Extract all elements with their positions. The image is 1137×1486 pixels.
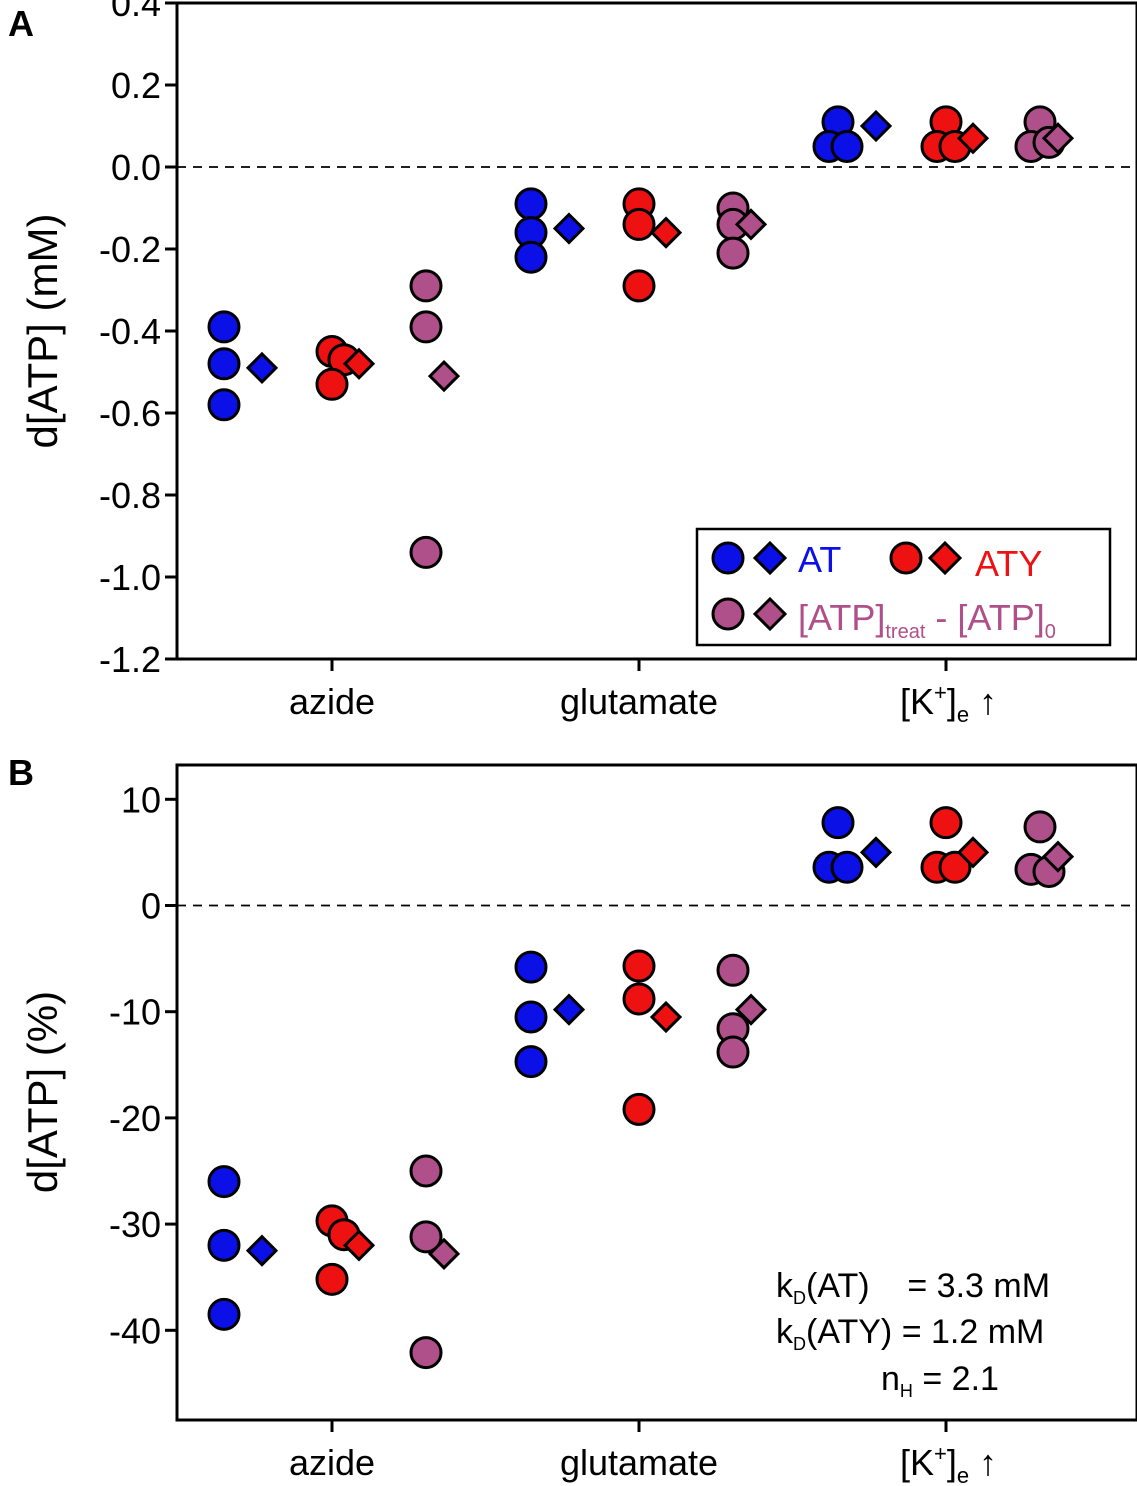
panel-b-mean-aty [956, 836, 990, 869]
panel-b-mean-diff [427, 1237, 461, 1270]
panel-a-point-diff [409, 535, 443, 569]
legend-diff-label: [ATP]treat - [ATP]0 [798, 597, 1056, 643]
panel-b-ytick-label: -30 [109, 1204, 161, 1245]
panel-b-ytick-label: -40 [109, 1310, 161, 1351]
panel-b-ytick-label: 10 [121, 779, 161, 820]
panel-a-mean-diff [427, 359, 461, 393]
legend-at-label: AT [798, 539, 841, 580]
panel-a-cat-azide: azide [289, 681, 375, 722]
panel-b-point-diff [1023, 810, 1057, 844]
panel-a-ytick-label: 0.0 [111, 147, 161, 188]
panel-b-ylabel: d[ATP] (%) [19, 991, 66, 1193]
panel-a-ytick-label: 0.4 [111, 0, 161, 24]
panel-a-ytick-label: -0.8 [99, 475, 161, 516]
panel-letter-a: A [8, 3, 34, 44]
panel-b-frame [175, 763, 1137, 1422]
panel-b-point-diff [409, 1336, 443, 1370]
panel-a-ytick-label: -0.6 [99, 393, 161, 434]
panel-a-point-at [207, 347, 241, 381]
panel-a-point-diff [716, 236, 750, 270]
legend-aty-diamond [927, 540, 963, 576]
panel-a-cat-glutamate: glutamate [560, 681, 718, 722]
panel-a-mean-diff [1041, 122, 1075, 155]
panel-a-mean-at [859, 109, 893, 143]
panel-a-point-at [207, 388, 241, 422]
panel-a-ytick-label: -0.2 [99, 229, 161, 270]
panel-b-mean-diff [1041, 840, 1075, 873]
panel-b-ytick-label: 0 [141, 886, 161, 927]
panel-b-cat-azide: azide [289, 1442, 375, 1483]
panel-a-point-at [514, 187, 548, 221]
panel-b-point-at [821, 806, 855, 840]
panel-b-point-at [207, 1165, 241, 1199]
legend-aty-circle [889, 541, 923, 575]
panel-b-point-diff [716, 953, 750, 987]
panel-a-point-aty [622, 207, 656, 241]
panel-b-mean-diff [734, 993, 768, 1026]
panel-b-ytick-label: -10 [109, 992, 161, 1033]
panel-a-mean-aty [649, 216, 683, 249]
panel-b-mean-at [245, 1234, 279, 1267]
legend-at-circle [711, 541, 745, 575]
panel-b-point-aty [929, 806, 963, 840]
panel-a-ytick-label: -1.0 [99, 557, 161, 598]
panel-a-mean-diff [734, 208, 768, 241]
panel-b-point-at [207, 1297, 241, 1331]
panel-b-cat-glutamate: glutamate [560, 1442, 718, 1483]
legend-at-diamond [752, 540, 788, 576]
panel-a-mean-aty [956, 122, 990, 155]
panel-b-ytick-label: -20 [109, 1098, 161, 1139]
panel-b-point-at [207, 1228, 241, 1262]
panel-a-point-diff [409, 269, 443, 303]
legend: AT ATY [ATP]treat - [ATP]0 [695, 527, 1112, 647]
panel-b-point-aty [622, 982, 656, 1016]
panel-b-point-at [514, 1045, 548, 1079]
panel-b-mean-at [552, 993, 586, 1026]
panel-a-ytick-label: -1.2 [99, 639, 161, 680]
panel-b-point-at [830, 850, 864, 884]
panel-b-point-diff [716, 1035, 750, 1069]
panel-a-ylabel: d[ATP] (mM) [19, 214, 66, 449]
hill-annotation: kD(AT) = 3.3 mM kD(ATY) = 1.2 mM nH = 2.… [776, 1267, 1050, 1401]
panel-a-mean-aty [342, 347, 376, 380]
annotation-nh: nH = 2.1 [881, 1360, 999, 1401]
panel-a-point-aty [315, 367, 349, 401]
panel-letter-b: B [8, 752, 34, 793]
panel-b-point-at [514, 1000, 548, 1034]
annotation-kd-aty: kD(ATY) = 1.2 mM [776, 1313, 1044, 1354]
annotation-kd-at: kD(AT) = 3.3 mM [776, 1267, 1050, 1308]
panel-a-ytick-label: -0.4 [99, 311, 161, 352]
panel-a-mean-at [552, 212, 586, 245]
panel-b-point-aty [622, 1092, 656, 1126]
legend-aty-label: ATY [975, 543, 1042, 584]
plot-layer: 0.4 0.2 0.0 -0.2 -0.4 -0.6 -0.8 -1.0 -1.2 10 0 -10 -… [99, 0, 1137, 1432]
panel-b-point-diff [409, 1220, 443, 1254]
panel-a-ytick-label: 0.2 [111, 65, 161, 106]
panel-a-cat-k: [K+]e ↑ [900, 680, 997, 727]
legend-diff-circle [711, 597, 745, 631]
panel-a-mean-at [245, 351, 279, 385]
panel-b-mean-at [859, 836, 893, 869]
panel-a-point-at [514, 240, 548, 274]
panel-b-point-aty [622, 949, 656, 983]
panel-b-point-aty [938, 850, 972, 884]
panel-a-point-diff [409, 310, 443, 344]
panel-a-point-aty [622, 269, 656, 303]
panel-b-point-at [514, 950, 548, 984]
panel-a-point-at [207, 310, 241, 344]
panel-b-point-diff [409, 1154, 443, 1188]
panel-b-point-aty [315, 1262, 349, 1296]
panel-b-mean-aty [342, 1229, 376, 1262]
panel-a-point-at [830, 130, 864, 163]
legend-diff-diamond [752, 596, 788, 632]
panel-b-cat-k: [K+]e ↑ [900, 1441, 997, 1486]
panel-b-mean-aty [649, 1000, 683, 1034]
